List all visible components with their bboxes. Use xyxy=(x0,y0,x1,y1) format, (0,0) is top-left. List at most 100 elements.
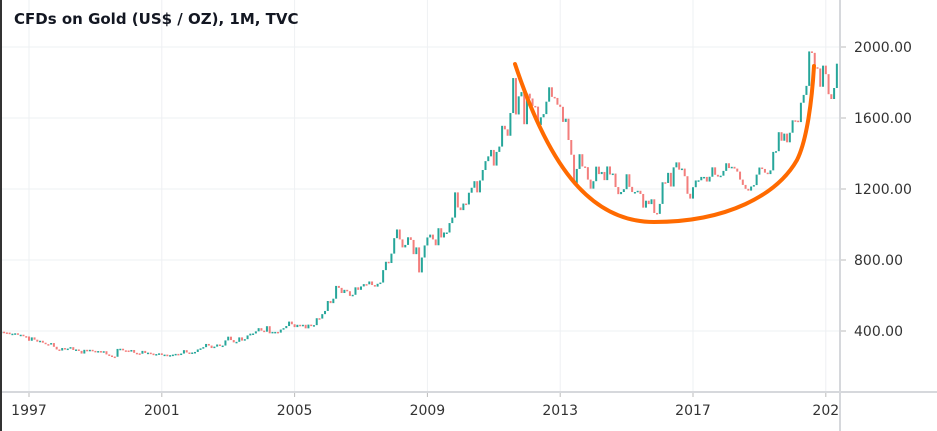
candle-up xyxy=(354,287,357,295)
candle-down xyxy=(523,92,526,125)
candle-up xyxy=(395,229,398,239)
candle-up xyxy=(390,253,393,264)
candle-down xyxy=(550,87,553,97)
candle-down xyxy=(346,289,349,292)
candle-up xyxy=(88,349,91,352)
candle-down xyxy=(290,321,293,325)
candle-up xyxy=(512,78,515,114)
x-tick-label: 2017 xyxy=(675,403,711,419)
candle-down xyxy=(16,333,19,335)
candle-up xyxy=(30,337,33,341)
candle-down xyxy=(232,340,235,343)
candle-up xyxy=(393,238,396,254)
candle-down xyxy=(733,166,736,169)
candle-down xyxy=(412,239,415,255)
candle-down xyxy=(41,340,44,343)
candle-up xyxy=(548,87,551,102)
candle-up xyxy=(700,176,703,181)
candle-up xyxy=(288,321,291,327)
candle-up xyxy=(282,328,285,330)
candle-down xyxy=(72,347,75,350)
candle-up xyxy=(238,337,241,342)
candle-up xyxy=(443,232,445,238)
candle-up xyxy=(697,180,700,182)
candle-up xyxy=(321,314,324,319)
candle-up xyxy=(620,192,623,195)
candle-up xyxy=(625,174,628,190)
candle-up xyxy=(498,146,501,152)
candle-down xyxy=(476,181,479,193)
candle-up xyxy=(246,335,249,340)
candle-up xyxy=(467,192,470,205)
candle-up xyxy=(542,114,545,118)
candle-up xyxy=(97,351,100,353)
candle-down xyxy=(534,105,537,108)
candle-down xyxy=(431,234,434,240)
candle-up xyxy=(180,353,183,356)
candle-up xyxy=(606,166,609,181)
candle-down xyxy=(686,176,689,194)
candle-up xyxy=(119,348,122,351)
candle-down xyxy=(293,324,296,328)
candle-up xyxy=(420,257,423,273)
candle-up xyxy=(39,340,42,343)
candle-down xyxy=(409,237,412,240)
candle-down xyxy=(647,200,650,205)
y-tick-label: 400.00 xyxy=(854,324,903,340)
candle-up xyxy=(445,232,448,234)
x-tick-label: 2001 xyxy=(144,403,180,419)
candle-up xyxy=(564,118,567,122)
candle-down xyxy=(33,337,36,340)
candle-up xyxy=(279,329,282,333)
candle-down xyxy=(794,120,797,122)
candle-up xyxy=(575,168,578,183)
candle-down xyxy=(614,173,617,188)
candle-down xyxy=(55,346,58,350)
candle-up xyxy=(448,223,451,233)
candle-up xyxy=(285,326,288,329)
candle-up xyxy=(404,244,407,248)
candle-up xyxy=(163,354,166,357)
candle-down xyxy=(149,352,152,355)
candle-down xyxy=(465,203,468,206)
candle-down xyxy=(398,229,401,240)
candle-down xyxy=(744,184,747,189)
candle-down xyxy=(556,97,559,105)
candle-down xyxy=(348,291,351,296)
candle-up xyxy=(772,151,775,171)
candle-up xyxy=(169,355,172,357)
x-tick-label: 2009 xyxy=(410,403,446,419)
candle-down xyxy=(434,239,437,246)
candle-down xyxy=(689,193,692,199)
candle-down xyxy=(58,349,61,351)
candle-down xyxy=(570,140,573,155)
candle-up xyxy=(130,349,133,352)
candle-down xyxy=(714,167,717,175)
candle-up xyxy=(384,261,387,271)
candle-up xyxy=(221,345,224,348)
candle-down xyxy=(371,281,374,286)
candle-down xyxy=(22,334,25,337)
candle-up xyxy=(368,281,371,285)
candle-up xyxy=(808,51,811,86)
candle-down xyxy=(373,285,376,287)
candle-up xyxy=(249,333,252,336)
candle-up xyxy=(636,190,639,193)
candle-down xyxy=(506,129,509,136)
candle-down xyxy=(80,350,83,354)
candle-down xyxy=(766,172,769,175)
candle-up xyxy=(470,187,473,193)
candle-up xyxy=(501,125,504,147)
candle-up xyxy=(335,285,338,299)
candle-up xyxy=(478,180,481,193)
candle-down xyxy=(456,192,459,208)
candle-down xyxy=(127,350,130,353)
candle-down xyxy=(166,354,169,357)
candle-up xyxy=(146,352,149,355)
candle-down xyxy=(816,67,819,69)
candle-down xyxy=(52,343,55,347)
candle-down xyxy=(763,168,766,173)
candle-up xyxy=(473,181,476,188)
candle-down xyxy=(824,65,827,75)
